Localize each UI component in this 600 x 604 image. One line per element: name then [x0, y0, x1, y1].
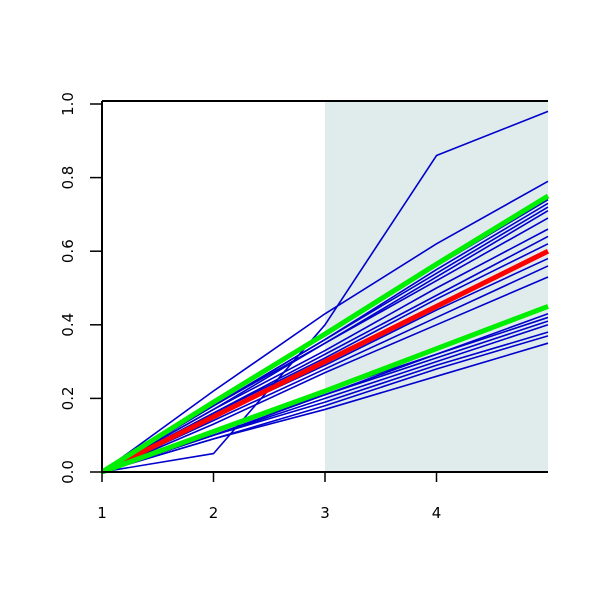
series-line: [101, 304, 549, 475]
x-tick-label: 1: [97, 504, 107, 522]
series-line: [101, 228, 549, 473]
y-tick-label: 0.0: [59, 460, 77, 484]
y-tick-label: 0.2: [59, 386, 77, 410]
y-tick-label: 0.6: [59, 239, 77, 263]
shaded-region: [325, 101, 548, 472]
x-tick-label: 2: [209, 504, 219, 522]
series-line: [101, 110, 549, 473]
y-tick-label: 1.0: [59, 92, 77, 116]
series-line: [101, 180, 549, 473]
x-tick-label: 4: [432, 504, 442, 522]
y-tick-label: 0.8: [59, 166, 77, 190]
series-line: [101, 276, 549, 473]
x-tick-label: 3: [320, 504, 330, 522]
series-line: [101, 342, 549, 473]
y-tick-label: 0.4: [59, 313, 77, 337]
series-line: [100, 193, 550, 475]
series-line: [100, 248, 550, 475]
